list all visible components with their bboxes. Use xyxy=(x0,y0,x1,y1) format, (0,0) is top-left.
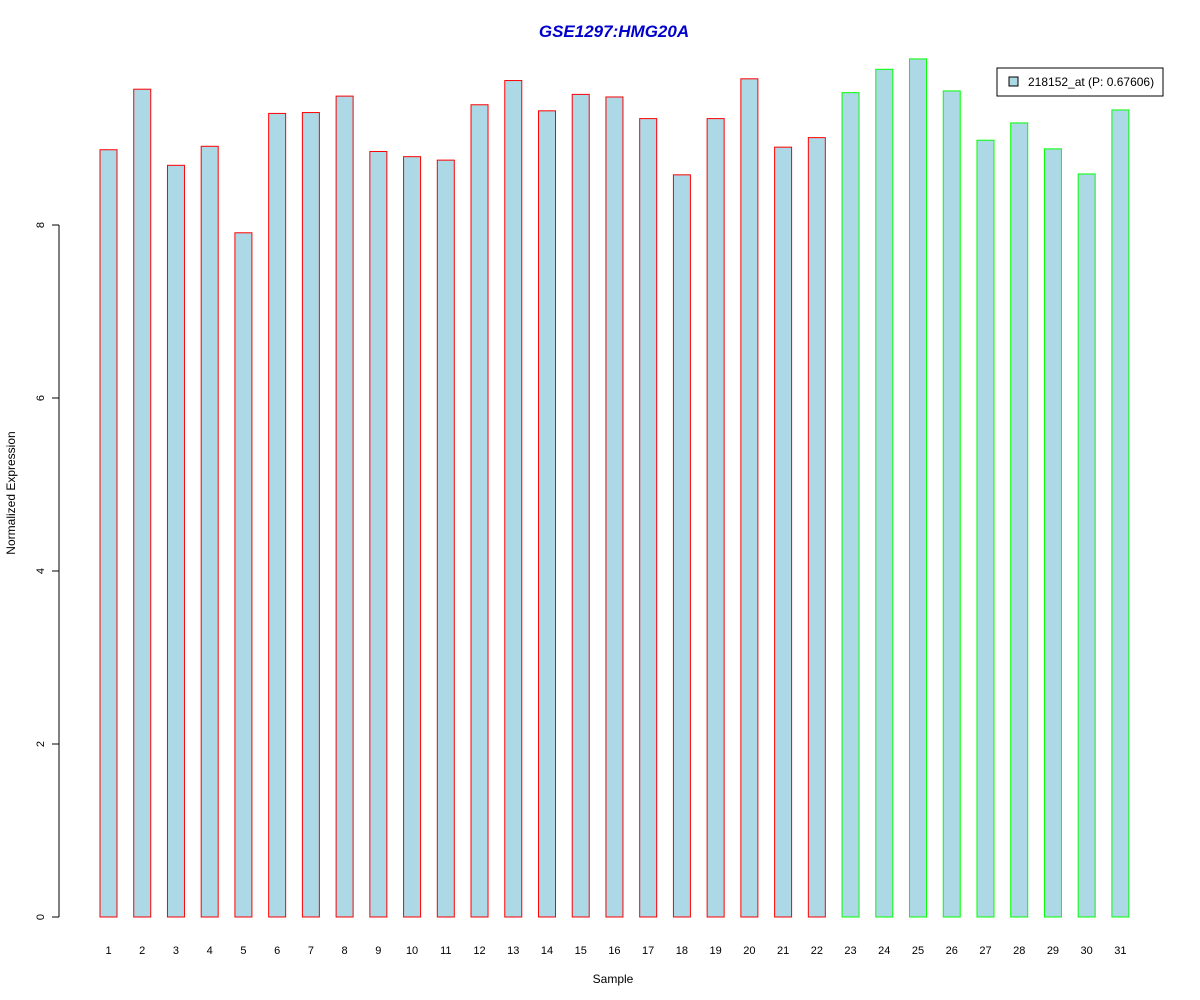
x-tick-label: 10 xyxy=(406,945,418,957)
bar-sample-18 xyxy=(672,174,691,918)
y-tick-label: 0 xyxy=(35,914,47,920)
x-tick-labels: 1 2 3 4 5 6 7 8 9 10 11 12 13 14 15 16 17 18 19 20 21 22 23 24 2… xyxy=(105,945,1126,957)
x-tick-label: 26 xyxy=(946,945,958,957)
bar-sample-25 xyxy=(909,58,928,918)
y-tick-label: 4 xyxy=(35,568,47,574)
x-tick-label: 15 xyxy=(575,945,587,957)
bar-sample-10 xyxy=(403,156,422,918)
bar-sample-16 xyxy=(605,96,624,918)
x-tick-label: 28 xyxy=(1013,945,1025,957)
bar-sample-6 xyxy=(268,112,287,918)
x-tick-label: 21 xyxy=(777,945,789,957)
x-tick-label: 1 xyxy=(105,945,111,957)
bar-sample-28 xyxy=(1010,122,1029,918)
bar-sample-2 xyxy=(133,88,152,918)
bar-sample-17 xyxy=(639,118,658,918)
x-tick-label: 22 xyxy=(811,945,823,957)
x-tick-label: 4 xyxy=(207,945,213,957)
x-tick-label: 8 xyxy=(342,945,348,957)
x-tick-label: 6 xyxy=(274,945,280,957)
x-tick-label: 5 xyxy=(240,945,246,957)
y-ticks: 0 2 4 6 8 xyxy=(35,222,59,920)
bar-sample-31 xyxy=(1111,109,1130,918)
bar-sample-20 xyxy=(740,78,759,918)
x-tick-label: 3 xyxy=(173,945,179,957)
bar-sample-30 xyxy=(1077,173,1096,918)
bar-sample-24 xyxy=(875,68,894,918)
legend-label: 218152_at (P: 0.67606) xyxy=(1028,75,1154,89)
x-tick-label: 29 xyxy=(1047,945,1059,957)
x-tick-label: 23 xyxy=(844,945,856,957)
x-axis-label: Sample xyxy=(593,972,634,986)
x-tick-label: 13 xyxy=(507,945,519,957)
bar-sample-27 xyxy=(976,139,995,918)
x-tick-label: 20 xyxy=(743,945,755,957)
x-tick-label: 12 xyxy=(473,945,485,957)
x-tick-label: 30 xyxy=(1081,945,1093,957)
bar-sample-12 xyxy=(470,104,489,918)
x-tick-label: 19 xyxy=(710,945,722,957)
bar-sample-1 xyxy=(99,149,118,918)
bar-sample-15 xyxy=(571,93,590,918)
bar-sample-3 xyxy=(166,164,185,918)
bar-sample-14 xyxy=(537,110,556,918)
bar-sample-29 xyxy=(1043,148,1062,918)
bar-sample-4 xyxy=(200,145,219,918)
y-tick-label: 8 xyxy=(35,222,47,228)
bar-sample-7 xyxy=(301,112,320,918)
legend-swatch xyxy=(1008,76,1019,87)
x-tick-label: 31 xyxy=(1114,945,1126,957)
bar-sample-22 xyxy=(807,137,826,918)
x-tick-label: 2 xyxy=(139,945,145,957)
x-tick-label: 17 xyxy=(642,945,654,957)
x-tick-label: 11 xyxy=(440,945,451,957)
y-tick-label: 2 xyxy=(35,741,47,747)
x-tick-label: 18 xyxy=(676,945,688,957)
bar-sample-13 xyxy=(504,80,523,918)
bar-sample-8 xyxy=(335,95,354,918)
x-tick-label: 25 xyxy=(912,945,924,957)
y-axis-label: Normalized Expression xyxy=(4,431,18,554)
legend: 218152_at (P: 0.67606) xyxy=(996,67,1164,97)
x-tick-label: 16 xyxy=(608,945,620,957)
bar-sample-26 xyxy=(942,90,961,918)
x-tick-label: 14 xyxy=(541,945,553,957)
bar-sample-19 xyxy=(706,118,725,918)
bar-sample-21 xyxy=(774,146,793,918)
bar-sample-9 xyxy=(369,150,388,918)
y-tick-label: 6 xyxy=(35,395,47,401)
bars xyxy=(99,58,1130,918)
x-tick-label: 9 xyxy=(375,945,381,957)
x-tick-label: 27 xyxy=(979,945,991,957)
bar-sample-11 xyxy=(436,159,455,918)
bar-sample-5 xyxy=(234,232,253,918)
bar-sample-23 xyxy=(841,92,860,918)
legend-box xyxy=(996,67,1164,97)
chart-title: GSE1297:HMG20A xyxy=(539,22,689,41)
x-tick-label: 7 xyxy=(308,945,314,957)
x-tick-label: 24 xyxy=(878,945,890,957)
